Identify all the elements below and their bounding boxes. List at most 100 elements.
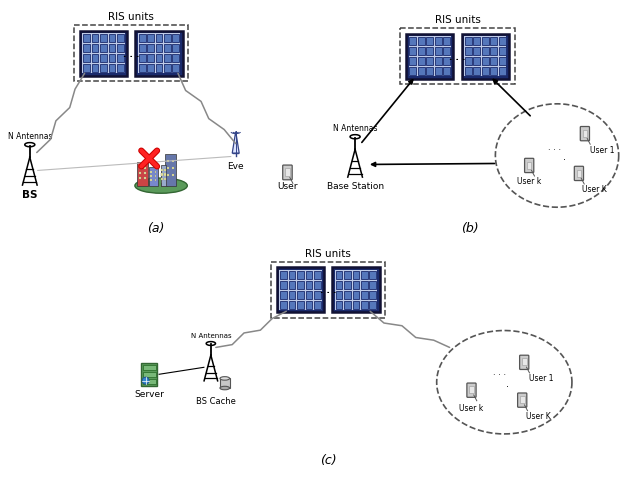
Bar <box>522 359 527 366</box>
Text: RIS units: RIS units <box>108 12 154 22</box>
Bar <box>461 33 509 79</box>
Bar <box>527 161 531 169</box>
Bar <box>83 33 125 73</box>
Bar <box>150 179 152 182</box>
Bar <box>164 54 171 62</box>
Bar <box>369 280 376 289</box>
Bar <box>353 271 360 279</box>
Bar <box>155 171 156 173</box>
Bar <box>344 291 351 299</box>
Bar <box>166 160 168 162</box>
Text: User 1: User 1 <box>529 374 554 383</box>
Bar <box>314 271 321 279</box>
Bar <box>161 169 163 171</box>
Bar <box>474 67 480 75</box>
Bar <box>161 180 163 183</box>
Bar <box>100 34 107 42</box>
Text: User: User <box>277 183 298 191</box>
Bar <box>166 167 168 169</box>
Bar <box>156 44 163 52</box>
Bar <box>117 44 124 52</box>
Bar <box>426 57 433 65</box>
Bar <box>344 280 351 289</box>
Bar <box>297 280 304 289</box>
Bar <box>353 291 360 299</box>
Bar <box>164 34 171 42</box>
Text: . . .: . . . <box>449 53 466 62</box>
Bar <box>92 44 99 52</box>
Bar <box>409 36 451 76</box>
Bar <box>582 130 588 137</box>
Bar <box>353 280 360 289</box>
Bar <box>361 280 368 289</box>
Bar <box>117 54 124 62</box>
Bar <box>147 44 154 52</box>
Bar <box>164 178 166 181</box>
Bar <box>332 267 380 312</box>
FancyBboxPatch shape <box>574 166 584 181</box>
Bar <box>161 173 163 176</box>
Bar <box>444 47 450 55</box>
Text: Base Station: Base Station <box>326 183 383 191</box>
Bar <box>147 64 154 72</box>
Bar <box>401 28 515 84</box>
Bar <box>444 57 450 65</box>
Bar <box>149 167 157 185</box>
FancyBboxPatch shape <box>520 355 529 369</box>
Bar <box>335 301 342 309</box>
Bar <box>297 301 304 309</box>
Bar <box>164 174 166 176</box>
Bar <box>117 34 124 42</box>
Bar <box>520 396 525 403</box>
Bar <box>139 177 141 180</box>
Bar <box>172 174 174 177</box>
Text: . . .: . . . <box>493 368 506 377</box>
Bar <box>172 160 174 162</box>
Bar <box>280 280 287 289</box>
Bar <box>100 64 107 72</box>
Bar <box>109 44 115 52</box>
Bar <box>426 47 433 55</box>
Bar <box>314 301 321 309</box>
Bar <box>406 33 454 79</box>
Bar <box>305 280 312 289</box>
Ellipse shape <box>220 377 230 380</box>
Bar <box>147 34 154 42</box>
Bar <box>164 180 166 183</box>
Bar <box>172 167 174 169</box>
Bar <box>482 67 489 75</box>
Bar <box>100 54 107 62</box>
Bar <box>418 67 425 75</box>
Bar <box>173 54 179 62</box>
Bar <box>335 271 342 279</box>
Bar <box>166 174 168 177</box>
Text: ·: · <box>506 382 509 392</box>
Bar <box>156 34 163 42</box>
Text: User K: User K <box>582 185 607 194</box>
Bar <box>143 379 156 384</box>
Bar <box>435 67 442 75</box>
Bar <box>144 177 146 180</box>
Text: . . .: . . . <box>123 50 140 59</box>
Bar <box>482 47 489 55</box>
Bar <box>426 67 433 75</box>
Bar <box>418 37 425 45</box>
Bar <box>280 301 287 309</box>
Bar <box>435 47 442 55</box>
Bar <box>335 291 342 299</box>
Text: User k: User k <box>460 404 484 413</box>
Bar <box>465 47 472 55</box>
Bar <box>465 57 472 65</box>
Bar <box>161 164 166 185</box>
Ellipse shape <box>220 386 230 390</box>
Bar <box>138 33 180 73</box>
Bar <box>164 44 171 52</box>
Bar <box>361 291 368 299</box>
Bar <box>361 271 368 279</box>
Bar <box>289 291 296 299</box>
FancyBboxPatch shape <box>518 393 527 407</box>
Bar <box>410 67 417 75</box>
Bar <box>165 154 176 185</box>
Circle shape <box>142 377 149 384</box>
Bar <box>173 34 179 42</box>
